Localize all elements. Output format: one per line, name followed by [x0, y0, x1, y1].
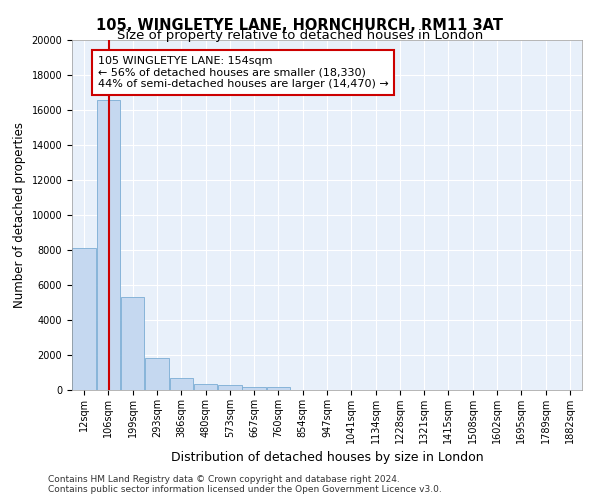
Text: Contains HM Land Registry data © Crown copyright and database right 2024.
Contai: Contains HM Land Registry data © Crown c… [48, 474, 442, 494]
Bar [194, 384, 217, 390]
Bar [73, 248, 96, 390]
Bar [242, 386, 266, 390]
Bar [145, 358, 169, 390]
Bar [170, 378, 193, 390]
Bar [121, 297, 145, 390]
Y-axis label: Number of detached properties: Number of detached properties [13, 122, 26, 308]
Text: Size of property relative to detached houses in London: Size of property relative to detached ho… [117, 29, 483, 42]
Bar [266, 388, 290, 390]
Bar [218, 386, 242, 390]
Bar [97, 100, 120, 390]
X-axis label: Distribution of detached houses by size in London: Distribution of detached houses by size … [170, 452, 484, 464]
Text: 105 WINGLETYE LANE: 154sqm
← 56% of detached houses are smaller (18,330)
44% of : 105 WINGLETYE LANE: 154sqm ← 56% of deta… [97, 56, 388, 89]
Text: 105, WINGLETYE LANE, HORNCHURCH, RM11 3AT: 105, WINGLETYE LANE, HORNCHURCH, RM11 3A… [97, 18, 503, 32]
